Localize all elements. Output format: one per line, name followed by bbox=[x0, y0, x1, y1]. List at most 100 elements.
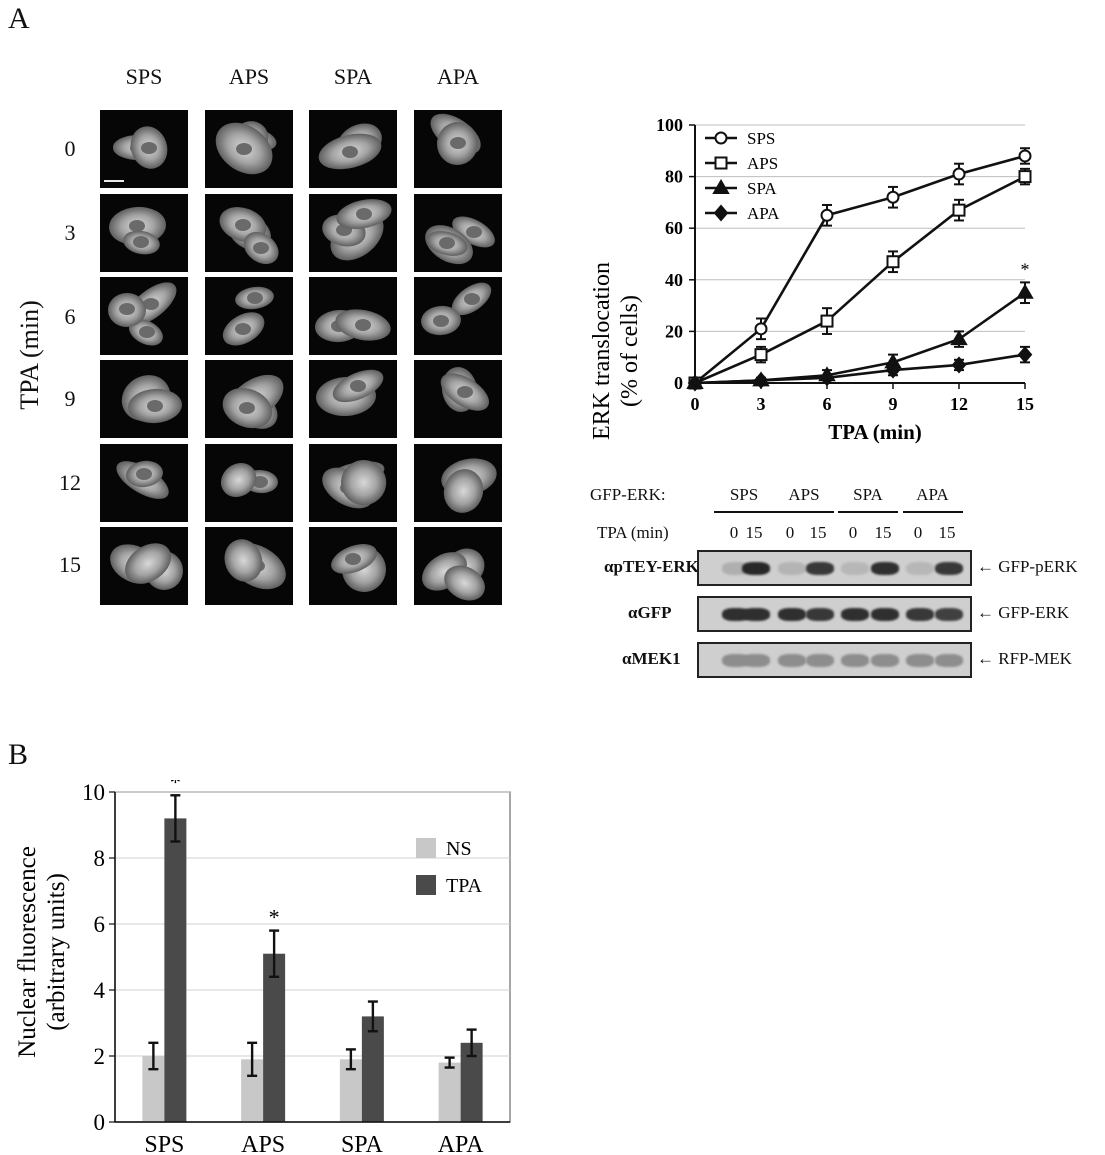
blot-membrane bbox=[697, 550, 972, 586]
blot-band bbox=[871, 562, 899, 575]
blot-lane-label: 15 bbox=[938, 523, 956, 542]
cell-nucleus bbox=[246, 291, 263, 304]
bar-ns-sps bbox=[142, 1056, 165, 1122]
data-point-apa bbox=[819, 369, 835, 387]
line-chart-legend: SPS APS SPA APA bbox=[705, 129, 780, 223]
data-point-aps bbox=[754, 348, 768, 362]
col-header-sps: SPS bbox=[125, 64, 163, 89]
series-apa bbox=[687, 345, 1033, 392]
line-chart-xtick-label: 3 bbox=[757, 394, 766, 414]
micrograph-apa-15 bbox=[414, 527, 502, 605]
bar-chart-legend: NS TPA bbox=[416, 838, 483, 897]
micrograph-aps-0 bbox=[205, 110, 293, 188]
blot-group-underline bbox=[774, 511, 834, 513]
legend-label-apa: APA bbox=[747, 204, 780, 223]
bar-chart-ytick-label: 10 bbox=[82, 780, 105, 805]
bar-chart-category-label: SPA bbox=[341, 1132, 383, 1155]
cell-nucleus bbox=[345, 552, 362, 565]
bar-ns-aps bbox=[241, 1059, 264, 1122]
bar-chart-ytick-label: 6 bbox=[94, 912, 106, 937]
blot-band bbox=[742, 608, 770, 621]
blot-group-sps: SPS bbox=[729, 485, 759, 504]
line-chart-significance-mark: * bbox=[1021, 259, 1030, 279]
blot-band bbox=[806, 654, 834, 667]
cell-nucleus bbox=[466, 226, 483, 239]
cell-nucleus bbox=[456, 386, 473, 399]
data-point-sps bbox=[754, 322, 768, 336]
legend-swatch-ns bbox=[416, 838, 436, 858]
line-chart-ytick-label: 80 bbox=[665, 167, 683, 187]
blot-antibody-label: αGFP bbox=[628, 603, 672, 622]
legend-marker-spa bbox=[712, 179, 730, 194]
legend-marker-apa bbox=[713, 204, 729, 222]
line-chart-ytick-label: 100 bbox=[656, 115, 683, 135]
row-label-6: 6 bbox=[64, 304, 76, 329]
blot-group-aps: APS bbox=[788, 485, 820, 504]
cell-nucleus bbox=[136, 467, 153, 480]
blot-band bbox=[935, 608, 963, 621]
blot-group-spa: SPA bbox=[853, 485, 883, 504]
blot-target-label: ← GFP-pERK bbox=[977, 557, 1078, 576]
row-label-3: 3 bbox=[64, 220, 76, 245]
micrograph-apa-9 bbox=[414, 360, 502, 438]
col-header-aps: APS bbox=[228, 64, 270, 89]
cell-body bbox=[214, 456, 264, 504]
bar-chart-bars bbox=[142, 794, 483, 1122]
micrograph-spa-0 bbox=[309, 110, 397, 188]
line-chart-xlabel: TPA (min) bbox=[828, 420, 922, 444]
cell-nucleus bbox=[252, 242, 269, 255]
blot-antibody-label: αpTEY-ERK bbox=[604, 557, 699, 576]
erk-translocation-chart: 0 20 40 60 80 100 0 3 6 9 12 15 * SPS APS SPA APA ERK … bbox=[589, 115, 1034, 444]
micrograph-apa-0 bbox=[414, 110, 502, 188]
row-label-9: 9 bbox=[64, 386, 76, 411]
cell-nucleus bbox=[355, 208, 372, 221]
row-label-0: 0 bbox=[64, 136, 76, 161]
data-point-aps bbox=[820, 314, 834, 328]
series-line-aps bbox=[694, 175, 1026, 385]
blot-band bbox=[871, 654, 899, 667]
nuclear-fluorescence-chart: 0 2 4 6 8 10 SPS * APS * SPA APA NS TPA Nuclear fluo… bbox=[14, 780, 511, 1155]
series-line-spa bbox=[694, 291, 1026, 385]
blot-band bbox=[906, 654, 934, 667]
blot-band bbox=[778, 608, 806, 621]
bar-tpa-aps bbox=[263, 953, 286, 1122]
blot-group-underline bbox=[714, 511, 774, 513]
bar-chart-ytick-label: 2 bbox=[94, 1044, 106, 1069]
blot-membrane bbox=[697, 596, 972, 632]
micrograph-sps-15 bbox=[100, 527, 188, 605]
blot-band bbox=[742, 654, 770, 667]
bar-chart-significance-mark: * bbox=[170, 780, 181, 794]
blot-antibody-label: αMEK1 bbox=[622, 649, 681, 668]
bar-chart-ylabel-units: (arbitrary units) bbox=[43, 873, 70, 1031]
blot-lane-label: 15 bbox=[745, 523, 763, 542]
cell-nucleus bbox=[239, 401, 256, 414]
micrograph-sps-0 bbox=[100, 110, 188, 188]
legend-label-spa: SPA bbox=[747, 179, 777, 198]
cell-nucleus bbox=[138, 326, 155, 339]
blot-band bbox=[906, 608, 934, 621]
bar-chart-ylabel: Nuclear fluorescence bbox=[14, 846, 41, 1058]
micrograph-spa-12 bbox=[309, 444, 397, 522]
line-chart-xtick-label: 12 bbox=[950, 394, 968, 414]
cell-nucleus bbox=[235, 322, 252, 335]
data-point-sps bbox=[820, 208, 834, 222]
blot-band bbox=[935, 654, 963, 667]
blot-band bbox=[906, 562, 934, 575]
cell-nucleus bbox=[129, 219, 146, 232]
series-sps bbox=[688, 147, 1032, 390]
bar-tpa-spa bbox=[361, 1016, 384, 1122]
data-point-apa bbox=[885, 361, 901, 379]
blot-target-label: ← RFP-MEK bbox=[977, 649, 1072, 668]
line-chart-ylabel-units: (% of cells) bbox=[617, 295, 643, 407]
line-chart-ytick-label: 60 bbox=[665, 218, 683, 238]
blot-band bbox=[841, 654, 869, 667]
data-point-spa bbox=[950, 330, 968, 346]
data-point-aps bbox=[952, 203, 966, 217]
row-label-12: 12 bbox=[59, 470, 81, 495]
bar-ns-apa bbox=[438, 1062, 461, 1122]
micrograph-apa-12 bbox=[414, 444, 502, 522]
bar-chart-axes: 0 2 4 6 8 10 SPS * APS * SPA APA bbox=[82, 780, 510, 1155]
line-chart-ytick-label: 20 bbox=[665, 321, 683, 341]
blot-lane-label: 15 bbox=[809, 523, 827, 542]
micrograph-sps-12 bbox=[100, 444, 188, 522]
